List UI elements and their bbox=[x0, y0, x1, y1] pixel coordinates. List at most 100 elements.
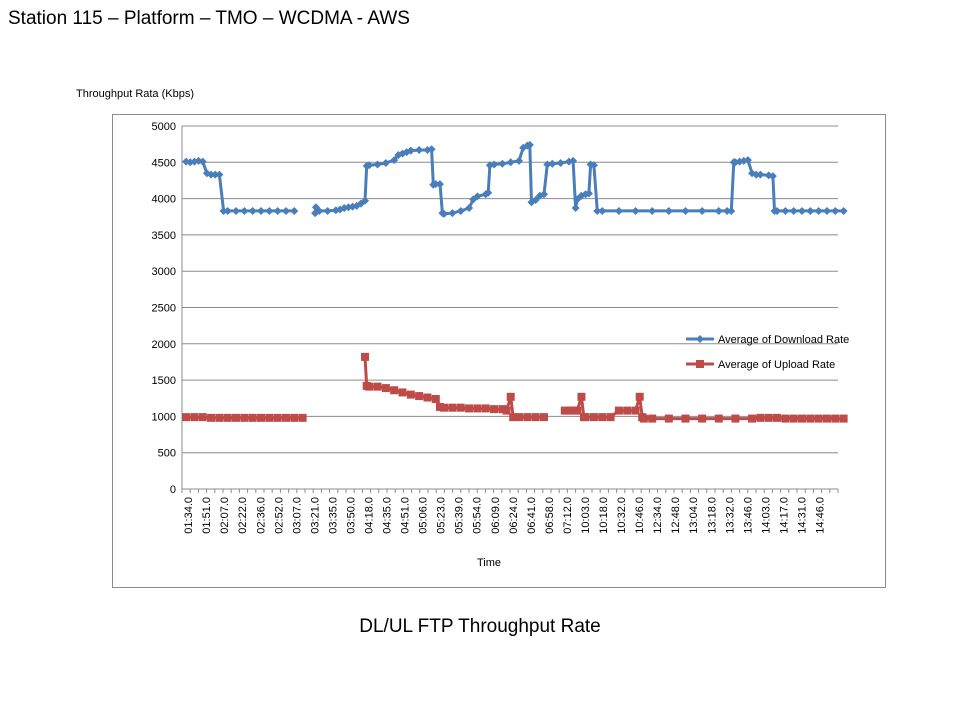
legend-label: Average of Download Rate bbox=[718, 334, 849, 346]
x-tick-label: 04:35.0 bbox=[382, 497, 394, 534]
x-tick-label: 13:32.0 bbox=[724, 497, 736, 534]
x-tick-label: 06:09.0 bbox=[490, 497, 502, 534]
download-data-point bbox=[182, 157, 191, 166]
download-data-point bbox=[257, 206, 266, 215]
throughput-line-chart: 0 500 1000 1500 2000 2500 3000 3500 4000 4500 5000… bbox=[152, 121, 850, 569]
upload-data-point bbox=[681, 414, 690, 423]
download-data-point bbox=[273, 206, 282, 215]
download-data-point bbox=[748, 169, 757, 178]
upload-data-point bbox=[273, 413, 282, 422]
download-data-point bbox=[714, 206, 723, 215]
y-axis-title: Throughput Rata (Kbps) bbox=[76, 88, 195, 100]
download-data-point bbox=[506, 158, 515, 167]
download-data-point bbox=[556, 159, 565, 168]
download-data-point bbox=[698, 206, 707, 215]
upload-data-point bbox=[490, 405, 499, 414]
download-data-point bbox=[589, 161, 598, 170]
download-data-point bbox=[781, 206, 790, 215]
upload-data-point bbox=[781, 414, 790, 423]
download-data-point bbox=[186, 158, 195, 167]
upload-data-point bbox=[406, 390, 415, 399]
y-tick-label: 0 bbox=[170, 484, 176, 496]
upload-data-point bbox=[190, 413, 199, 422]
x-tick-label: 06:58.0 bbox=[544, 497, 556, 534]
download-data-point bbox=[614, 206, 623, 215]
x-tick-label: 14:17.0 bbox=[778, 497, 790, 534]
upload-data-point bbox=[822, 414, 831, 423]
y-tick-label: 4000 bbox=[152, 194, 176, 206]
upload-data-point bbox=[515, 413, 524, 422]
download-data-point bbox=[398, 149, 407, 158]
download-data-point bbox=[681, 206, 690, 215]
x-tick-label: 01:34.0 bbox=[183, 497, 195, 534]
download-data-point bbox=[190, 157, 199, 166]
download-data-point bbox=[525, 140, 534, 149]
chart-caption: DL/UL FTP Throughput Rate bbox=[359, 616, 601, 637]
upload-data-point bbox=[456, 403, 465, 412]
upload-data-point bbox=[240, 413, 249, 422]
upload-data-point bbox=[789, 414, 798, 423]
legend-marker bbox=[696, 360, 704, 368]
upload-data-point bbox=[773, 413, 782, 422]
upload-data-point bbox=[569, 406, 578, 415]
download-data-point bbox=[365, 161, 374, 170]
upload-data-point bbox=[423, 393, 432, 402]
download-data-point bbox=[465, 204, 474, 213]
y-tick-label: 1500 bbox=[152, 375, 176, 387]
download-data-point bbox=[789, 206, 798, 215]
x-tick-label: 02:52.0 bbox=[273, 497, 285, 534]
legend-label: Average of Upload Rate bbox=[718, 359, 835, 371]
upload-data-point bbox=[207, 413, 216, 422]
download-data-point bbox=[571, 204, 580, 213]
upload-data-point bbox=[573, 406, 582, 415]
x-tick-label: 06:24.0 bbox=[508, 497, 520, 534]
download-data-point bbox=[752, 170, 761, 179]
x-tick-label: 06:41.0 bbox=[526, 497, 538, 534]
download-data-point bbox=[219, 206, 228, 215]
upload-data-point bbox=[265, 413, 274, 422]
download-data-point bbox=[323, 206, 332, 215]
upload-data-point bbox=[440, 403, 449, 412]
x-tick-label: 02:22.0 bbox=[237, 497, 249, 534]
upload-data-point bbox=[435, 402, 444, 411]
y-tick-label: 2500 bbox=[152, 303, 176, 315]
x-tick-label: 12:48.0 bbox=[670, 497, 682, 534]
download-data-point bbox=[573, 195, 582, 204]
download-data-point bbox=[340, 204, 349, 213]
upload-data-point bbox=[361, 352, 370, 361]
upload-data-point bbox=[473, 404, 482, 413]
x-tick-label: 03:50.0 bbox=[345, 497, 357, 534]
x-tick-label: 12:34.0 bbox=[652, 497, 664, 534]
upload-data-point bbox=[281, 413, 290, 422]
x-tick-label: 10:03.0 bbox=[580, 497, 592, 534]
y-tick-label: 2000 bbox=[152, 339, 176, 351]
x-tick-label: 14:31.0 bbox=[796, 497, 808, 534]
upload-data-point bbox=[631, 406, 640, 415]
download-data-point bbox=[484, 188, 493, 197]
upload-data-point bbox=[498, 405, 507, 414]
download-data-point bbox=[485, 161, 494, 170]
upload-data-point bbox=[639, 414, 648, 423]
download-data-point bbox=[223, 206, 232, 215]
upload-data-point bbox=[589, 413, 598, 422]
upload-data-point bbox=[182, 413, 191, 422]
upload-data-point bbox=[764, 413, 773, 422]
download-data-point bbox=[290, 206, 299, 215]
download-data-point bbox=[806, 206, 815, 215]
download-data-point bbox=[448, 209, 457, 218]
slide-title: Station 115 – Platform – TMO – WCDMA - A… bbox=[8, 8, 410, 29]
upload-data-point bbox=[431, 394, 440, 403]
download-data-point bbox=[743, 156, 752, 165]
download-data-point bbox=[814, 206, 823, 215]
y-tick-label: 1000 bbox=[152, 411, 176, 423]
upload-data-point bbox=[756, 413, 765, 422]
download-data-point bbox=[498, 159, 507, 168]
download-data-point bbox=[281, 206, 290, 215]
download-data-point bbox=[548, 159, 557, 168]
download-data-point bbox=[232, 206, 241, 215]
upload-data-point bbox=[365, 382, 374, 391]
upload-data-point bbox=[664, 414, 673, 423]
download-data-point bbox=[727, 206, 736, 215]
upload-data-point bbox=[614, 406, 623, 415]
upload-data-point bbox=[373, 382, 382, 391]
